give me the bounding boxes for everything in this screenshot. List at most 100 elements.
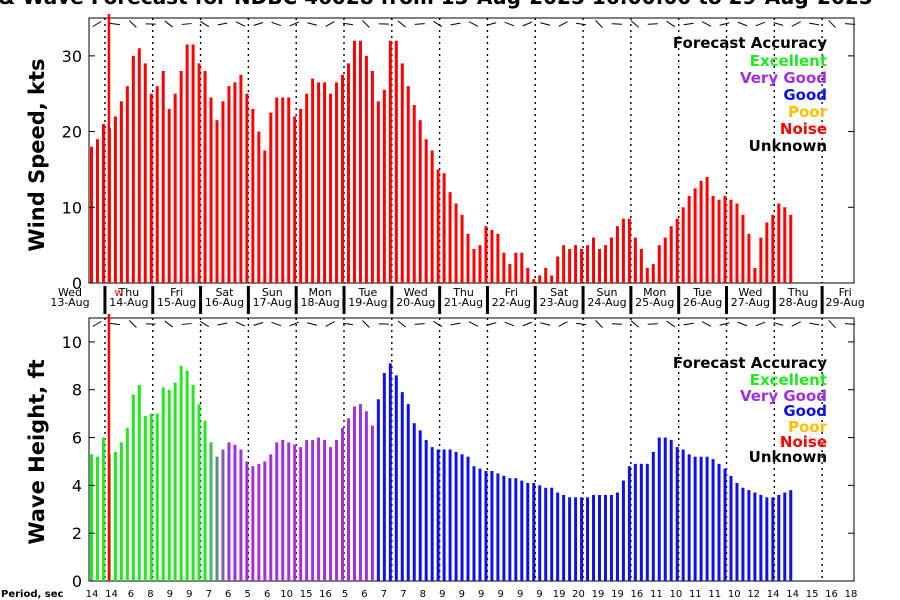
wind-bar xyxy=(627,218,631,283)
period-value: 16 xyxy=(319,589,332,600)
wave-bar xyxy=(711,459,715,581)
wave-bar xyxy=(364,411,368,581)
wind-bar xyxy=(741,214,745,283)
wave-bar xyxy=(137,384,141,581)
chart-title: & Wave Forecast for NDBC 46028 from 13-A… xyxy=(0,0,873,9)
wave-ytick-label: 0 xyxy=(72,572,82,591)
period-value: 19 xyxy=(553,589,566,600)
wave-bar xyxy=(251,466,255,581)
wave-direction-arrow xyxy=(540,322,551,326)
wave-bar xyxy=(352,406,356,581)
wave-bar xyxy=(747,490,751,581)
wind-bar xyxy=(346,63,350,283)
wave-direction-arrow xyxy=(683,322,694,326)
wind-ytick-label: 10 xyxy=(62,198,82,217)
wind-bar xyxy=(179,71,183,283)
period-row: Period, sec 14 14 6 8 9 9 7 6 5 6 10 15 16 5 6 7 7 8 9 9 9 9 9… xyxy=(1,589,857,600)
day-name-label: Wed xyxy=(58,286,82,299)
wave-bar xyxy=(496,473,500,581)
wind-direction-arrow xyxy=(325,21,335,27)
wave-bar xyxy=(460,454,464,581)
wind-bar xyxy=(341,74,345,284)
wind-bar xyxy=(233,82,237,283)
period-value: 15 xyxy=(300,589,313,600)
day-name-label: Fri xyxy=(170,286,183,299)
wind-bar xyxy=(693,188,697,283)
wave-bar xyxy=(544,487,548,581)
wind-legend-poor: Poor xyxy=(788,103,828,121)
wave-bar xyxy=(645,463,649,581)
wind-bar xyxy=(675,218,679,283)
period-value: 14 xyxy=(86,589,99,600)
wave-bar xyxy=(197,404,201,581)
wave-legend: Forecast Accuracy Excellent Very Good Go… xyxy=(673,354,828,466)
period-value: 5 xyxy=(245,589,251,600)
wind-direction-arrow xyxy=(755,21,766,27)
wave-legend-poor: Poor xyxy=(788,418,828,436)
wind-bar xyxy=(323,82,327,283)
wind-legend-good: Good xyxy=(783,86,827,104)
wave-bar xyxy=(209,442,213,581)
period-value: 14 xyxy=(767,589,780,600)
wind-panel: 0 10 20 30 xyxy=(62,14,856,293)
wave-bar xyxy=(783,492,787,581)
wind-bar xyxy=(538,275,542,283)
wind-bar xyxy=(173,93,177,283)
wind-direction-arrow xyxy=(342,22,354,26)
wave-direction-arrow xyxy=(755,321,766,327)
wave-bar xyxy=(335,439,339,581)
wind-direction-arrow xyxy=(362,20,370,28)
wind-bar xyxy=(466,233,470,283)
period-value: 19 xyxy=(592,589,605,600)
wave-legend-excellent: Excellent xyxy=(750,371,827,389)
wave-bar xyxy=(412,423,416,581)
wind-bar xyxy=(406,86,410,284)
wind-bar xyxy=(586,245,590,283)
wave-direction-arrow xyxy=(164,320,173,328)
wind-direction-arrow xyxy=(611,23,622,25)
wave-bar xyxy=(454,451,458,581)
wave-bar xyxy=(472,466,476,581)
day-date-label: 15-Aug xyxy=(157,296,196,309)
wind-direction-arrow xyxy=(109,22,120,26)
wave-bar xyxy=(269,454,273,581)
period-value: 7 xyxy=(381,589,387,600)
wind-bar xyxy=(394,40,398,283)
wind-bar xyxy=(502,252,506,283)
day-date-label: 17-Aug xyxy=(253,296,292,309)
wave-direction-arrow xyxy=(504,321,515,327)
wind-direction-arrow xyxy=(666,20,676,28)
day-name-label: Fri xyxy=(505,286,518,299)
wave-direction-arrow xyxy=(701,321,712,327)
wind-bar xyxy=(149,93,153,283)
wave-direction-arrow xyxy=(217,322,228,326)
period-value: 8 xyxy=(420,589,426,600)
wind-bar xyxy=(520,252,524,283)
wind-bar xyxy=(580,248,584,283)
wind-bar xyxy=(227,86,231,284)
wind-bar xyxy=(621,218,625,283)
wave-bar xyxy=(633,463,637,581)
wave-bar xyxy=(598,494,601,581)
period-value: 18 xyxy=(845,589,858,600)
day-name-label: Sat xyxy=(550,286,569,299)
wave-bar xyxy=(789,490,793,581)
now-marker-label: w xyxy=(114,286,123,299)
period-value: 9 xyxy=(498,589,504,600)
wave-direction-arrow xyxy=(128,320,137,328)
wind-bar xyxy=(167,108,171,283)
wind-direction-arrow xyxy=(647,23,658,25)
wind-bar xyxy=(753,267,757,283)
wind-bar xyxy=(185,44,189,283)
wave-legend-title: Forecast Accuracy xyxy=(673,354,827,372)
wave-direction-arrow xyxy=(468,321,479,327)
wave-direction-arrow xyxy=(271,321,282,327)
period-value: 8 xyxy=(147,589,153,600)
wind-bar xyxy=(203,71,207,283)
wind-direction-arrow xyxy=(414,23,425,25)
wind-bar xyxy=(263,150,267,283)
wind-bar xyxy=(568,248,572,283)
wave-direction-arrow xyxy=(647,323,658,325)
wave-bar xyxy=(484,471,488,581)
wave-direction-arrow xyxy=(253,322,264,326)
